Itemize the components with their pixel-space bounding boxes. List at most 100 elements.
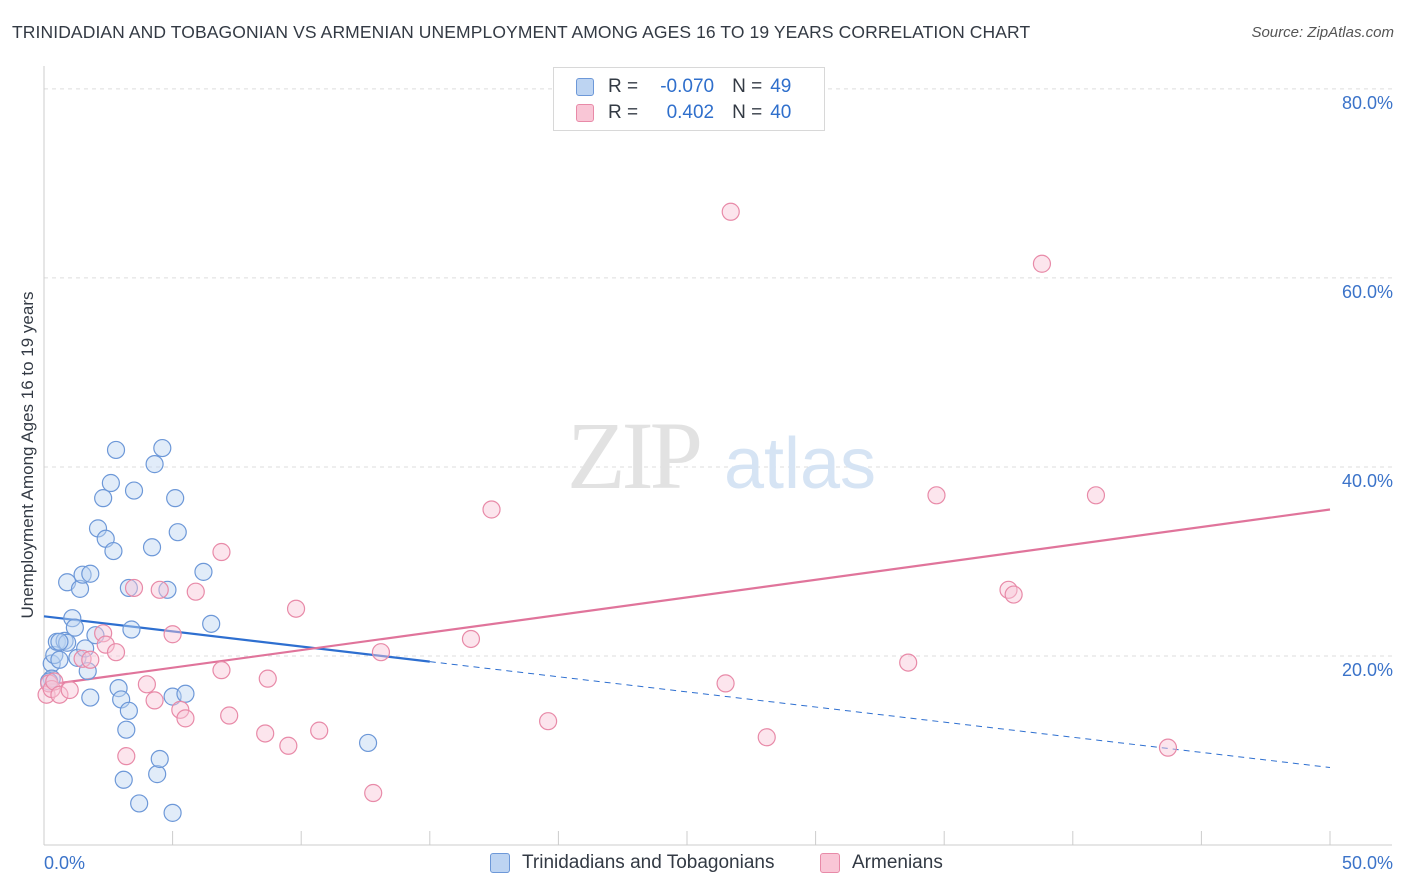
r-value-pink: 0.402 (666, 102, 715, 123)
point-trinidadian (81, 688, 100, 707)
point-armenian (50, 685, 69, 704)
point-trinidadian (194, 562, 213, 581)
point-trinidadian (94, 489, 113, 508)
point-armenian (163, 625, 182, 644)
blue-swatch (490, 853, 510, 873)
y-tick-label: 60.0% (1342, 282, 1393, 302)
data-points (37, 202, 1178, 822)
point-trinidadian (76, 639, 95, 658)
y-tick-label: 80.0% (1342, 93, 1393, 113)
series-legend-pink: Armenians (820, 852, 943, 874)
point-armenian (137, 675, 156, 694)
point-armenian (716, 674, 735, 693)
legend-row-pink: R = 0.402 N = 40 (576, 101, 791, 125)
pink-swatch (820, 853, 840, 873)
tick-labels: 20.0% 40.0% 60.0% 80.0% 0.0% 50.0% (44, 93, 1393, 873)
point-trinidadian (104, 541, 123, 561)
point-armenian (106, 643, 126, 662)
n-label: N = (732, 102, 763, 123)
r-label: R = (608, 102, 639, 123)
point-armenian (150, 580, 169, 599)
correlation-legend: R = -0.070 N = 49 R = 0.402 N = 40 (553, 67, 825, 131)
point-trinidadian (73, 565, 92, 584)
point-armenian (364, 783, 383, 803)
x-tick-label: 0.0% (44, 853, 85, 873)
point-trinidadian (117, 720, 136, 739)
point-trinidadian (70, 579, 90, 598)
point-armenian (310, 721, 329, 740)
point-armenian (212, 661, 231, 680)
watermark-atlas: atlas (724, 424, 876, 504)
point-trinidadian (109, 679, 128, 698)
point-armenian (1004, 585, 1023, 604)
point-armenian (286, 599, 306, 618)
point-trinidadian (106, 440, 126, 460)
point-armenian (899, 653, 918, 672)
point-trinidadian (148, 765, 167, 784)
x-tick-label: 50.0% (1342, 853, 1393, 873)
point-armenian (81, 650, 100, 669)
n-value-blue: 49 (770, 76, 792, 97)
point-armenian (279, 736, 298, 755)
point-armenian (73, 649, 92, 668)
point-armenian (1032, 254, 1052, 273)
point-trinidadian (150, 749, 169, 769)
trendline-trinidadian (43, 615, 430, 663)
trendline-trinidadian-extension (429, 661, 1331, 768)
r-label: R = (608, 76, 639, 97)
point-trinidadian (358, 733, 378, 753)
pink-swatch (576, 104, 594, 122)
gridlines (44, 88, 1392, 657)
point-trinidadian (145, 455, 164, 474)
point-armenian (96, 635, 115, 654)
point-armenian (256, 724, 275, 743)
point-trinidadian (65, 618, 84, 637)
point-armenian (186, 582, 205, 601)
point-armenian (1086, 486, 1106, 505)
point-armenian (371, 643, 391, 662)
point-armenian (721, 202, 740, 221)
point-trinidadian (119, 578, 138, 598)
watermark-zip: ZIP (567, 402, 700, 509)
point-trinidadian (50, 632, 69, 651)
trendlines (43, 508, 1331, 768)
point-trinidadian (81, 564, 100, 583)
watermark: ZIP atlas (567, 402, 876, 509)
point-trinidadian (166, 489, 185, 508)
point-trinidadian (101, 473, 120, 493)
axes (43, 66, 1392, 846)
point-trinidadian (122, 620, 141, 639)
point-armenian (176, 709, 195, 728)
chart-title: TRINIDADIAN AND TOBAGONIAN VS ARMENIAN U… (12, 22, 1031, 42)
point-armenian (171, 700, 190, 719)
point-trinidadian (55, 631, 74, 650)
point-armenian (539, 712, 558, 731)
point-trinidadian (114, 770, 133, 789)
y-tick-label: 40.0% (1342, 471, 1393, 491)
point-trinidadian (42, 669, 61, 688)
point-armenian (1158, 738, 1178, 757)
point-armenian (927, 486, 946, 505)
point-trinidadian (158, 580, 177, 599)
n-value-pink: 40 (770, 102, 792, 123)
series-legend-blue: Trinidadians and Tobagonians (490, 852, 774, 874)
r-value-blue: -0.070 (660, 76, 715, 97)
legend-row-blue: R = -0.070 N = 49 (576, 75, 791, 99)
n-label: N = (732, 76, 763, 97)
point-armenian (124, 578, 144, 598)
source-label: Source: ZipAtlas.com (1251, 24, 1394, 41)
point-armenian (461, 629, 481, 649)
point-trinidadian (124, 481, 144, 500)
point-trinidadian (130, 794, 149, 813)
series-name-pink: Armenians (852, 852, 943, 873)
y-tick-label: 20.0% (1342, 660, 1393, 680)
point-armenian (757, 728, 776, 747)
point-armenian (145, 691, 164, 710)
point-armenian (212, 542, 231, 562)
point-armenian (117, 747, 136, 766)
point-armenian (220, 706, 239, 725)
blue-swatch (576, 78, 594, 96)
point-armenian (258, 669, 277, 688)
point-armenian (94, 624, 113, 643)
